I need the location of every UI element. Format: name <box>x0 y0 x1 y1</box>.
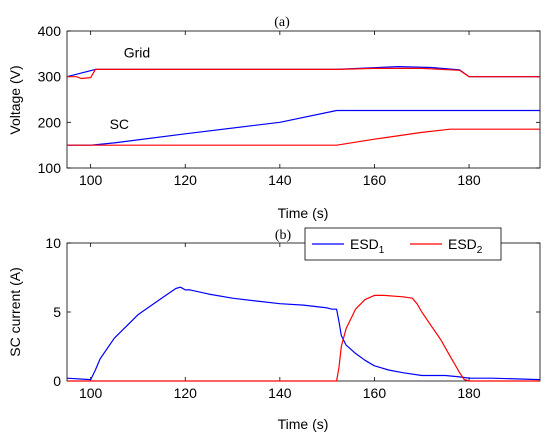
x-tick-label: 100 <box>79 385 103 401</box>
y-axis-label: SC current (A) <box>7 267 23 356</box>
x-tick-label: 140 <box>268 385 292 401</box>
series-group <box>66 65 540 146</box>
y-ticks: 100 200 300 400 <box>38 23 540 176</box>
x-ticks: 100 120 140 160 180 <box>79 243 481 401</box>
x-tick-label: 120 <box>174 385 198 401</box>
y-axis-label: Voltage (V) <box>7 65 23 134</box>
series-line <box>67 67 540 80</box>
x-tick-label: 160 <box>363 172 387 188</box>
x-axis-label: Time (s) <box>278 205 329 221</box>
current-panel: (b) Time (s) SC current (A) 100 120 140 160… <box>7 227 541 432</box>
legend-label-base: ESD <box>350 236 379 252</box>
x-tick-label: 120 <box>174 172 198 188</box>
panel-label: (b) <box>275 228 292 243</box>
y-tick-label: 10 <box>45 235 61 251</box>
legend-entry: ESD2 <box>410 236 483 256</box>
x-tick-label: 160 <box>363 385 387 401</box>
series-line <box>67 109 540 146</box>
voltage-panel: (a) Time (s) Voltage (V) 100 120 140 160 180… <box>7 15 541 221</box>
series-line <box>67 294 540 382</box>
annotation-label: Grid <box>124 44 150 60</box>
panel-label: (a) <box>274 15 290 30</box>
legend: ESD1 ESD2 <box>304 227 502 261</box>
y-tick-label: 0 <box>53 373 61 389</box>
series-group <box>66 286 541 382</box>
y-tick-label: 200 <box>38 114 62 130</box>
legend-label: ESD1 <box>350 236 385 256</box>
x-ticks: 100 120 140 160 180 <box>79 31 481 188</box>
plot-area-frame <box>66 242 541 382</box>
plot-area-frame <box>66 30 541 169</box>
legend-label-base: ESD <box>448 236 477 252</box>
series-line <box>66 65 540 78</box>
y-tick-label: 100 <box>38 160 62 176</box>
x-tick-label: 140 <box>268 172 292 188</box>
x-axis-label: Time (s) <box>278 416 329 432</box>
series-line <box>67 128 540 146</box>
x-tick-label: 100 <box>79 172 103 188</box>
y-tick-label: 400 <box>38 23 62 39</box>
series-line <box>66 286 541 381</box>
legend-label-sub: 1 <box>379 245 385 256</box>
annotations: Grid SC <box>110 44 151 132</box>
annotation-label: SC <box>110 116 129 132</box>
legend-label: ESD2 <box>448 236 483 256</box>
x-tick-label: 180 <box>457 385 481 401</box>
legend-label-sub: 2 <box>477 245 483 256</box>
x-tick-label: 180 <box>457 172 481 188</box>
y-tick-label: 5 <box>53 304 61 320</box>
legend-entry: ESD1 <box>312 236 385 256</box>
y-tick-label: 300 <box>38 69 62 85</box>
